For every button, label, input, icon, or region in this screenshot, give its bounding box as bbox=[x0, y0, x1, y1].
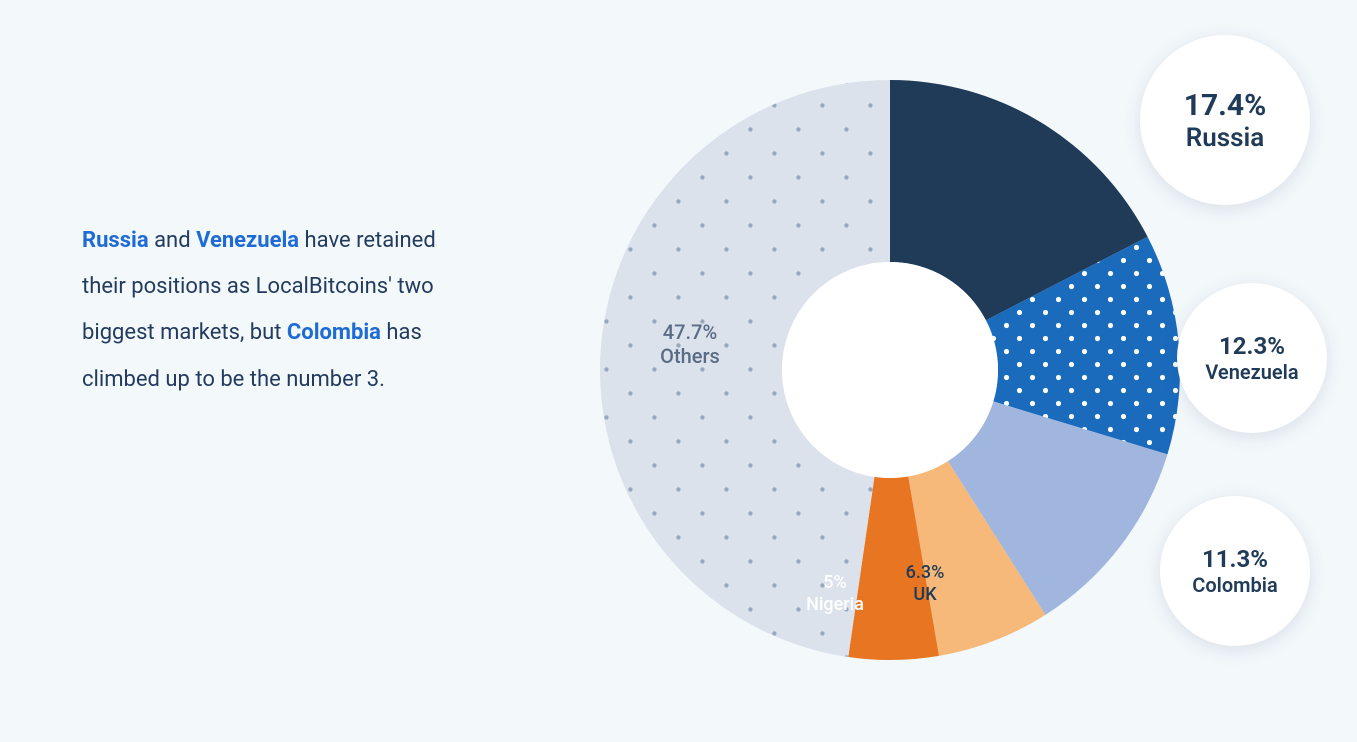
inline-percent: 6.3% bbox=[906, 562, 945, 584]
inline-name: Others bbox=[660, 344, 720, 368]
callout-percent: 12.3% bbox=[1219, 332, 1285, 360]
description-paragraph: Russia and Venezuela have retained their… bbox=[82, 218, 482, 403]
inline-label-nigeria: 5%Nigeria bbox=[806, 572, 864, 615]
donut-chart: 17.4%Russia 12.3%Venezuela 11.3%Colombia 6.… bbox=[545, 20, 1325, 720]
highlight-word: Colombia bbox=[287, 320, 381, 345]
highlight-word: Venezuela bbox=[196, 228, 299, 253]
callout-percent: 17.4% bbox=[1184, 88, 1267, 123]
inline-name: Nigeria bbox=[806, 594, 864, 616]
body-text: and bbox=[149, 228, 196, 253]
callout-russia: 17.4%Russia bbox=[1140, 35, 1310, 205]
callout-colombia: 11.3%Colombia bbox=[1160, 496, 1310, 646]
inline-label-others: 47.7%Others bbox=[660, 320, 720, 368]
inline-percent: 47.7% bbox=[660, 320, 720, 344]
inline-percent: 5% bbox=[806, 572, 864, 594]
callout-venezuela: 12.3%Venezuela bbox=[1177, 283, 1327, 433]
callout-percent: 11.3% bbox=[1202, 545, 1268, 573]
highlight-word: Russia bbox=[82, 228, 149, 253]
callout-label: Venezuela bbox=[1205, 360, 1298, 384]
callout-label: Russia bbox=[1186, 123, 1264, 153]
inline-name: UK bbox=[906, 584, 945, 606]
callout-label: Colombia bbox=[1192, 573, 1277, 597]
donut-hole bbox=[782, 262, 998, 478]
inline-label-uk: 6.3%UK bbox=[906, 562, 945, 605]
infographic-canvas: Russia and Venezuela have retained their… bbox=[0, 0, 1357, 742]
